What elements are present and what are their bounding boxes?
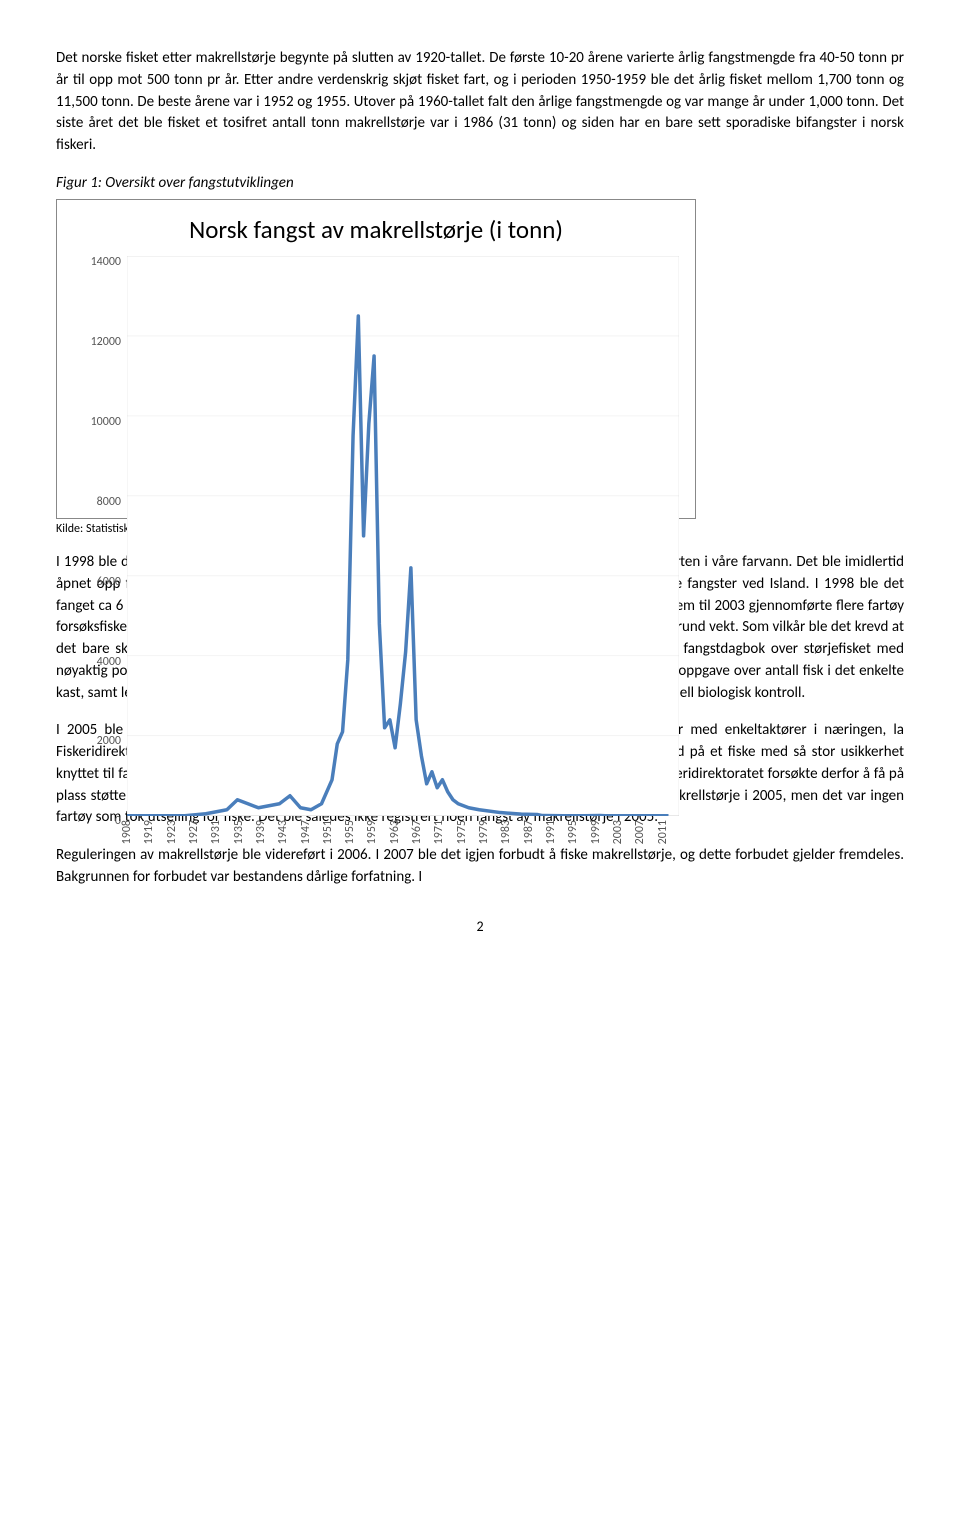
x-tick: 1995 (567, 820, 589, 844)
x-tick: 1951 (322, 820, 344, 844)
x-tick: 2011 (657, 820, 679, 844)
page-number: 2 (56, 917, 904, 937)
x-tick: 1979 (478, 820, 500, 844)
chart-plot (127, 256, 679, 816)
x-tick: 1967 (411, 820, 433, 844)
x-tick: 1963 (389, 820, 411, 844)
y-axis: 14000120001000080006000400020000 (73, 256, 127, 816)
x-tick: 1959 (366, 820, 388, 844)
chart-container: Norsk fangst av makrellstørje (i tonn) 1… (56, 199, 696, 519)
x-tick: 1923 (166, 820, 188, 844)
x-tick: 1999 (590, 820, 612, 844)
x-tick: 1975 (456, 820, 478, 844)
x-tick: 2007 (634, 820, 656, 844)
x-tick: 1947 (300, 820, 322, 844)
paragraph-1: Det norske fisket etter makrellstørje be… (56, 48, 904, 157)
x-tick: 2003 (612, 820, 634, 844)
x-tick: 1935 (233, 820, 255, 844)
chart-svg (127, 256, 679, 816)
x-tick: 1908 (121, 820, 143, 844)
x-tick: 1931 (210, 820, 232, 844)
chart-title: Norsk fangst av makrellstørje (i tonn) (73, 212, 679, 248)
figure-caption: Figur 1: Oversikt over fangstutviklingen (56, 173, 904, 195)
x-tick: 1983 (500, 820, 522, 844)
paragraph-4: Reguleringen av makrellstørje ble videre… (56, 845, 904, 889)
x-tick: 1955 (344, 820, 366, 844)
x-tick: 1939 (255, 820, 277, 844)
chart-area: 14000120001000080006000400020000 1908191… (73, 256, 679, 516)
x-axis: 1908191919231927193119351939194319471951… (121, 816, 679, 844)
x-tick: 1927 (188, 820, 210, 844)
x-tick: 1987 (523, 820, 545, 844)
x-tick: 1943 (277, 820, 299, 844)
x-tick: 1991 (545, 820, 567, 844)
x-tick: 1919 (143, 820, 165, 844)
x-tick: 1971 (433, 820, 455, 844)
